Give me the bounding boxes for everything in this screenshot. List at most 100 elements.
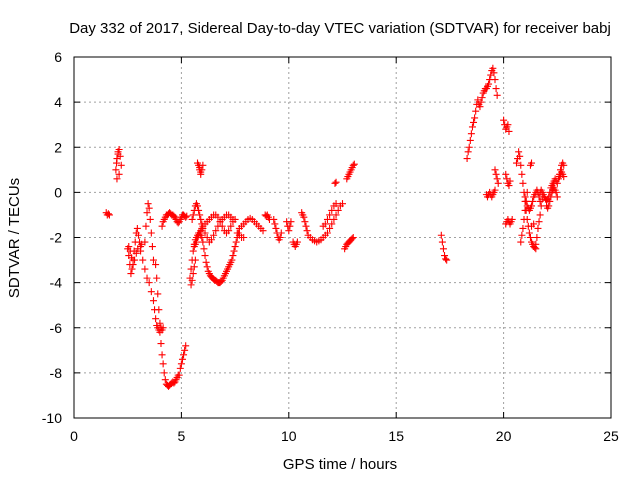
data-point [521, 193, 529, 201]
y-tick-label: 2 [54, 139, 62, 155]
data-point [471, 114, 479, 122]
data-point [535, 218, 543, 226]
data-point [203, 263, 211, 271]
y-tick-label: 0 [54, 184, 62, 200]
data-point [533, 234, 541, 241]
data-point [494, 179, 502, 187]
data-point [331, 179, 339, 187]
data-point [519, 179, 527, 187]
data-point [181, 346, 189, 354]
data-point [143, 274, 151, 282]
data-point [149, 297, 157, 305]
data-point [508, 215, 516, 223]
data-point [502, 170, 510, 178]
data-point [491, 186, 499, 194]
data-point [112, 166, 120, 174]
data-point [272, 224, 280, 232]
data-point [134, 231, 142, 239]
data-point [105, 211, 113, 219]
data-point [532, 240, 540, 248]
data-point [189, 247, 197, 255]
data-point [302, 222, 310, 230]
data-point [493, 175, 501, 183]
data-point [528, 202, 536, 210]
data-point [104, 210, 112, 218]
data-point [493, 91, 501, 99]
data-point [188, 215, 196, 223]
data-point [326, 224, 334, 232]
data-point [492, 85, 500, 93]
data-point [202, 258, 210, 266]
y-tick-label: -6 [50, 320, 63, 336]
data-point [182, 342, 190, 350]
data-point [212, 227, 220, 235]
data-point [214, 213, 222, 221]
data-point [178, 355, 186, 363]
data-point [285, 227, 293, 235]
data-point [349, 161, 357, 169]
data-point [517, 238, 525, 246]
data-point [190, 263, 198, 271]
data-point [286, 222, 294, 230]
data-point [505, 182, 513, 190]
data-points [102, 64, 568, 390]
data-point [505, 127, 513, 135]
y-tick-label: -8 [50, 365, 63, 381]
data-point [154, 290, 162, 298]
data-point [334, 206, 342, 214]
plot-area-frame [73, 56, 612, 419]
data-point [529, 197, 537, 205]
data-point [437, 231, 445, 239]
data-point [192, 238, 200, 246]
data-point [141, 265, 149, 273]
data-point [348, 235, 356, 243]
data-point [476, 103, 484, 111]
data-point [442, 255, 450, 263]
data-point [560, 173, 568, 181]
data-point [531, 244, 539, 252]
data-point [141, 238, 149, 246]
data-point [485, 80, 493, 88]
data-point [216, 218, 224, 226]
data-point [519, 224, 527, 232]
data-point [478, 94, 486, 102]
data-point [240, 234, 248, 241]
data-point [228, 256, 236, 264]
y-tick-label: 4 [54, 94, 62, 110]
data-point [145, 204, 153, 212]
data-point [177, 360, 185, 368]
data-point [231, 243, 239, 251]
data-point [323, 229, 331, 237]
y-tick-label: 6 [54, 49, 62, 65]
data-point [131, 256, 139, 264]
data-point [287, 218, 295, 226]
x-tick-label: 5 [178, 428, 186, 444]
data-point [113, 159, 121, 167]
data-point [491, 76, 499, 84]
data-point [277, 229, 285, 237]
data-point [231, 215, 239, 223]
data-point [129, 261, 137, 269]
data-point [489, 64, 497, 72]
data-point [127, 270, 135, 278]
data-point [512, 159, 520, 167]
data-point [196, 164, 204, 172]
data-point [132, 249, 140, 257]
data-point [520, 215, 528, 223]
data-point [518, 231, 526, 239]
data-point [464, 148, 472, 156]
data-point [536, 211, 544, 219]
x-tick-label: 20 [496, 428, 512, 444]
data-point [525, 229, 533, 237]
data-point [227, 222, 235, 230]
data-point [230, 247, 238, 255]
data-point [196, 211, 204, 219]
data-point [128, 265, 136, 273]
data-point [197, 168, 205, 176]
data-point [332, 211, 340, 219]
data-point [199, 238, 207, 246]
data-point [200, 245, 208, 253]
data-point [149, 256, 157, 264]
data-point [158, 351, 166, 359]
